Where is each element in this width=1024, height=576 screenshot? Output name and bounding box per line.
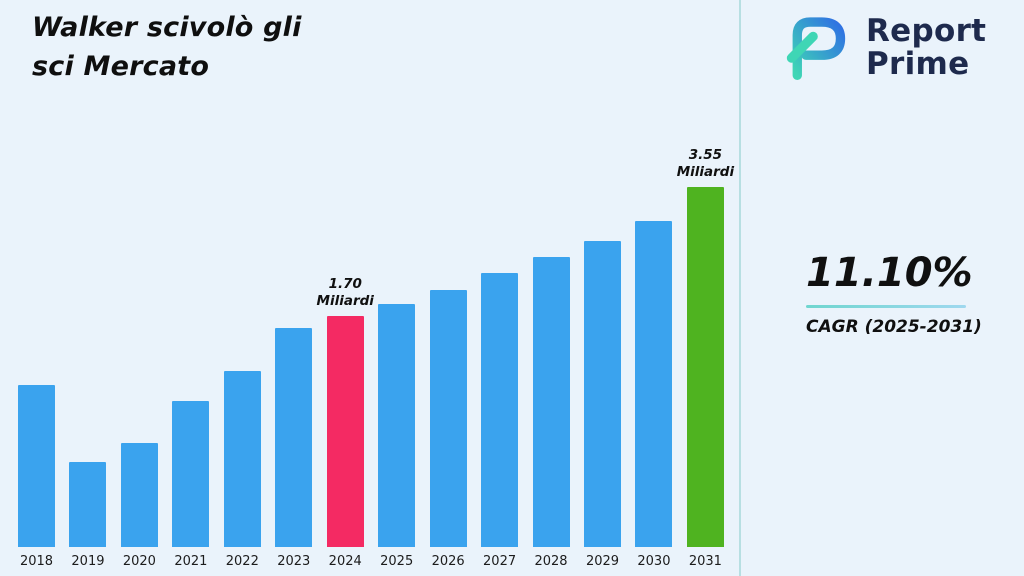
bar-column-2023: 2023 xyxy=(271,328,316,570)
bar-2028 xyxy=(532,257,570,547)
x-axis-label-2020: 2020 xyxy=(122,554,156,569)
x-axis-label-2026: 2026 xyxy=(431,554,465,569)
cagr-panel: 11.10% CAGR (2025-2031) xyxy=(806,250,1006,337)
bar-value-label-2024: 1.70 Miliardi xyxy=(316,275,374,310)
bar-2022 xyxy=(223,371,261,547)
x-axis-label-2019: 2019 xyxy=(71,554,105,569)
x-axis-label-2027: 2027 xyxy=(483,554,517,569)
report-prime-logo: Report Prime xyxy=(780,12,986,84)
bar-2029 xyxy=(583,241,621,547)
page-title-line-2: sci Mercato xyxy=(32,51,210,83)
cagr-underline xyxy=(806,305,966,308)
bar-2021 xyxy=(172,401,210,547)
bar-2025 xyxy=(378,304,416,547)
x-axis-label-2029: 2029 xyxy=(585,554,620,569)
page-title-line-1: Walker scivolò gli xyxy=(32,12,302,43)
x-axis-label-2030: 2030 xyxy=(637,554,671,569)
logo-wordmark: Report Prime xyxy=(866,15,986,80)
page-title: Walker scivolò gli sci Mercato xyxy=(32,8,302,86)
bar-column-2021: 2021 xyxy=(168,401,213,570)
bar-2023 xyxy=(275,328,313,547)
bar-column-2024: 1.70 Miliardi 2024 xyxy=(317,276,374,570)
bar-2020 xyxy=(120,443,158,547)
bar-2031 xyxy=(686,187,724,547)
bar-value-label-2031: 3.55 Miliardi xyxy=(676,146,735,181)
bar-column-2025: 2025 xyxy=(374,304,419,570)
bar-column-2031: 3.55 Miliardi 2031 xyxy=(677,147,734,570)
bar-column-2027: 2027 xyxy=(477,273,522,570)
bar-2019 xyxy=(69,462,107,547)
bar-2030 xyxy=(635,221,673,547)
cagr-value: 11.10% xyxy=(806,250,973,296)
x-axis-label-2031: 2031 xyxy=(688,554,722,569)
bar-2026 xyxy=(429,290,467,547)
bar-column-2030: 2030 xyxy=(631,221,676,570)
bar-column-2026: 2026 xyxy=(426,290,471,570)
bar-column-2019: 2019 xyxy=(65,462,110,570)
bar-column-2018: 2018 xyxy=(14,385,59,570)
bar-chart: 2018 2019 2020 2021 2022 2023 1.70 Miliardi 2024… xyxy=(14,147,734,570)
x-axis-label-2024: 2024 xyxy=(328,554,362,569)
bar-column-2029: 2029 xyxy=(580,241,625,570)
x-axis-label-2018: 2018 xyxy=(19,554,54,569)
x-axis-label-2022: 2022 xyxy=(225,554,259,569)
bar-column-2020: 2020 xyxy=(117,443,162,570)
bar-2027 xyxy=(481,273,519,547)
bar-column-2028: 2028 xyxy=(529,257,574,570)
x-axis-label-2025: 2025 xyxy=(380,554,414,569)
report-prime-logo-icon xyxy=(786,17,846,81)
x-axis-label-2023: 2023 xyxy=(277,554,311,569)
vertical-divider xyxy=(739,0,741,576)
x-axis-label-2021: 2021 xyxy=(174,554,208,569)
cagr-label: CAGR (2025-2031) xyxy=(806,317,982,337)
logo-word-report: Report xyxy=(866,13,987,50)
bar-2018 xyxy=(18,385,55,547)
logo-word-prime: Prime xyxy=(866,46,970,82)
x-axis-label-2028: 2028 xyxy=(534,554,568,569)
bar-2024 xyxy=(326,316,364,547)
bar-column-2022: 2022 xyxy=(220,371,265,570)
